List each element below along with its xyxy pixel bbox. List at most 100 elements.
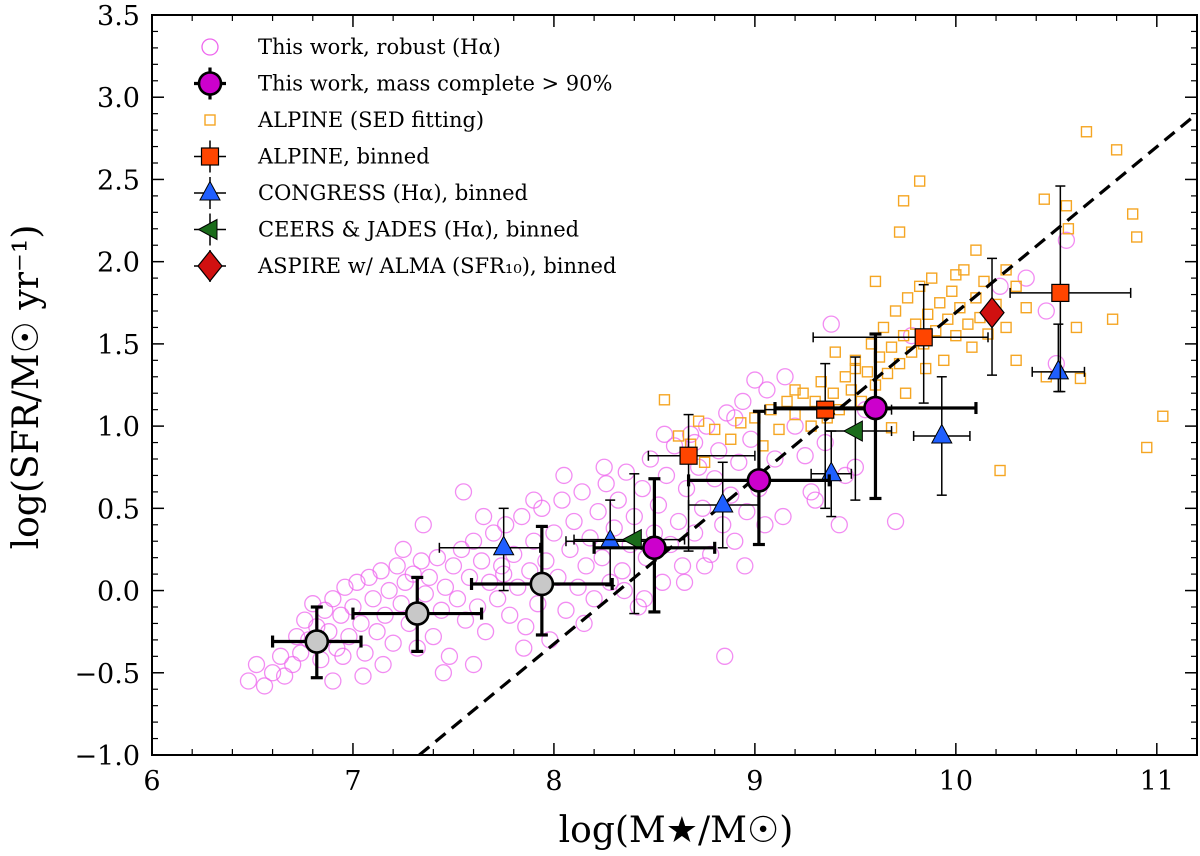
robust-point (1017, 269, 1035, 287)
legend-label: CEERS & JADES (Hα), binned (258, 218, 579, 242)
robust-point (734, 392, 752, 411)
robust-point (693, 499, 712, 517)
plot-marks (239, 112, 1197, 755)
robust-point (432, 601, 451, 619)
robust-point (673, 557, 692, 575)
x-tick-label: 7 (344, 766, 361, 797)
robust-point (605, 519, 623, 537)
this-work-point (746, 468, 772, 493)
robust-point (766, 450, 784, 468)
robust-point (774, 507, 792, 526)
robust-point (515, 639, 533, 657)
robust-point (428, 549, 447, 567)
legend-label: This work, robust (Hα) (258, 35, 501, 59)
robust-point (796, 447, 814, 465)
robust-point (368, 623, 386, 641)
robust-point (597, 475, 615, 493)
legend: This work, robust (Hα) This work, mass co… (194, 35, 616, 282)
ceers-errorbar (573, 473, 686, 615)
alpine-sed-point (877, 321, 890, 334)
robust-point (316, 601, 334, 619)
robust-point (434, 664, 453, 682)
legend-item-ceers-jades: CEERS & JADES (Hα), binned (194, 213, 579, 246)
alpine-sed-point (901, 292, 914, 304)
robust-point (593, 549, 611, 567)
robust-point (412, 552, 430, 570)
robust-point (476, 623, 495, 641)
robust-point (665, 437, 684, 455)
y-tick-label: −1.0 (74, 741, 140, 772)
fit-line (418, 112, 1197, 755)
alpine-sed-point (893, 226, 906, 238)
robust-point (677, 479, 696, 498)
robust-point (239, 672, 258, 690)
alpine-sed-point (1157, 410, 1169, 422)
robust-point (545, 524, 563, 542)
congress-point (492, 535, 515, 556)
y-tick-label: −0.5 (74, 659, 140, 690)
alpine-sed-point (781, 395, 793, 408)
robust-point (738, 502, 756, 521)
series-ceers-jades (573, 356, 893, 615)
legend-label: ALPINE (SED fitting) (257, 108, 484, 132)
this-work-point (863, 395, 888, 421)
robust-point (635, 590, 654, 608)
x-tick-label: 6 (143, 766, 160, 797)
robust-point (501, 606, 519, 624)
robust-point (509, 578, 527, 596)
robust-point (786, 417, 804, 435)
robust-point (288, 627, 306, 646)
alpine-sed-point (1070, 321, 1083, 334)
alpine-sed-point (897, 329, 910, 342)
alpine-sed-point (946, 285, 958, 297)
robust-point (436, 578, 455, 596)
robust-point (561, 540, 579, 559)
robust-point (595, 458, 613, 476)
aspire-point (979, 296, 1005, 329)
alpine-sed-point (913, 175, 926, 187)
robust-point (324, 590, 342, 608)
this-work-point (304, 629, 330, 654)
robust-point (649, 496, 668, 514)
robust-point (569, 578, 587, 596)
alpine-sed-point (970, 244, 982, 256)
robust-point (384, 634, 402, 652)
robust-point (517, 618, 535, 636)
alpine-sed-point (1000, 264, 1012, 276)
alpine-binned-point (914, 328, 933, 347)
robust-point (557, 601, 575, 619)
robust-point (585, 590, 603, 608)
robust-point (392, 595, 410, 613)
alpine-sed-point (1080, 126, 1093, 138)
alpine-sed-point (692, 415, 705, 427)
alpine-sed-point (1000, 321, 1012, 334)
series-congress (438, 323, 1086, 592)
robust-point (497, 516, 515, 534)
alpine-sed-point (1020, 302, 1032, 314)
alpine-sed-point (708, 423, 721, 436)
robust-point (736, 557, 754, 575)
alpine-sed-point (658, 394, 671, 406)
alpine-sed-point (934, 297, 946, 309)
robust-point (448, 590, 467, 608)
series-alpine-binned (647, 185, 1132, 552)
alpine-sed-point (845, 384, 858, 396)
congress-errorbar (438, 507, 541, 592)
robust-point (380, 581, 398, 600)
y-tick-label: 2.0 (97, 248, 140, 279)
robust-point (669, 512, 688, 531)
robust-point (464, 532, 483, 550)
robust-point (292, 644, 310, 662)
legend-marker (204, 114, 216, 126)
legend-item-this-work-binned: This work, mass complete > 90% (194, 67, 613, 100)
robust-point (565, 512, 583, 531)
robust-point (1057, 231, 1076, 249)
legend-marker (201, 38, 219, 56)
robust-point (247, 655, 266, 674)
alpine-sed-point (926, 272, 938, 284)
robust-point (275, 667, 294, 685)
legend-marker (197, 218, 218, 241)
alpine-sed-point (1141, 441, 1153, 454)
legend-item-aspire: ASPIRE w/ ALMA (SFR₁₀), binned (194, 250, 616, 282)
